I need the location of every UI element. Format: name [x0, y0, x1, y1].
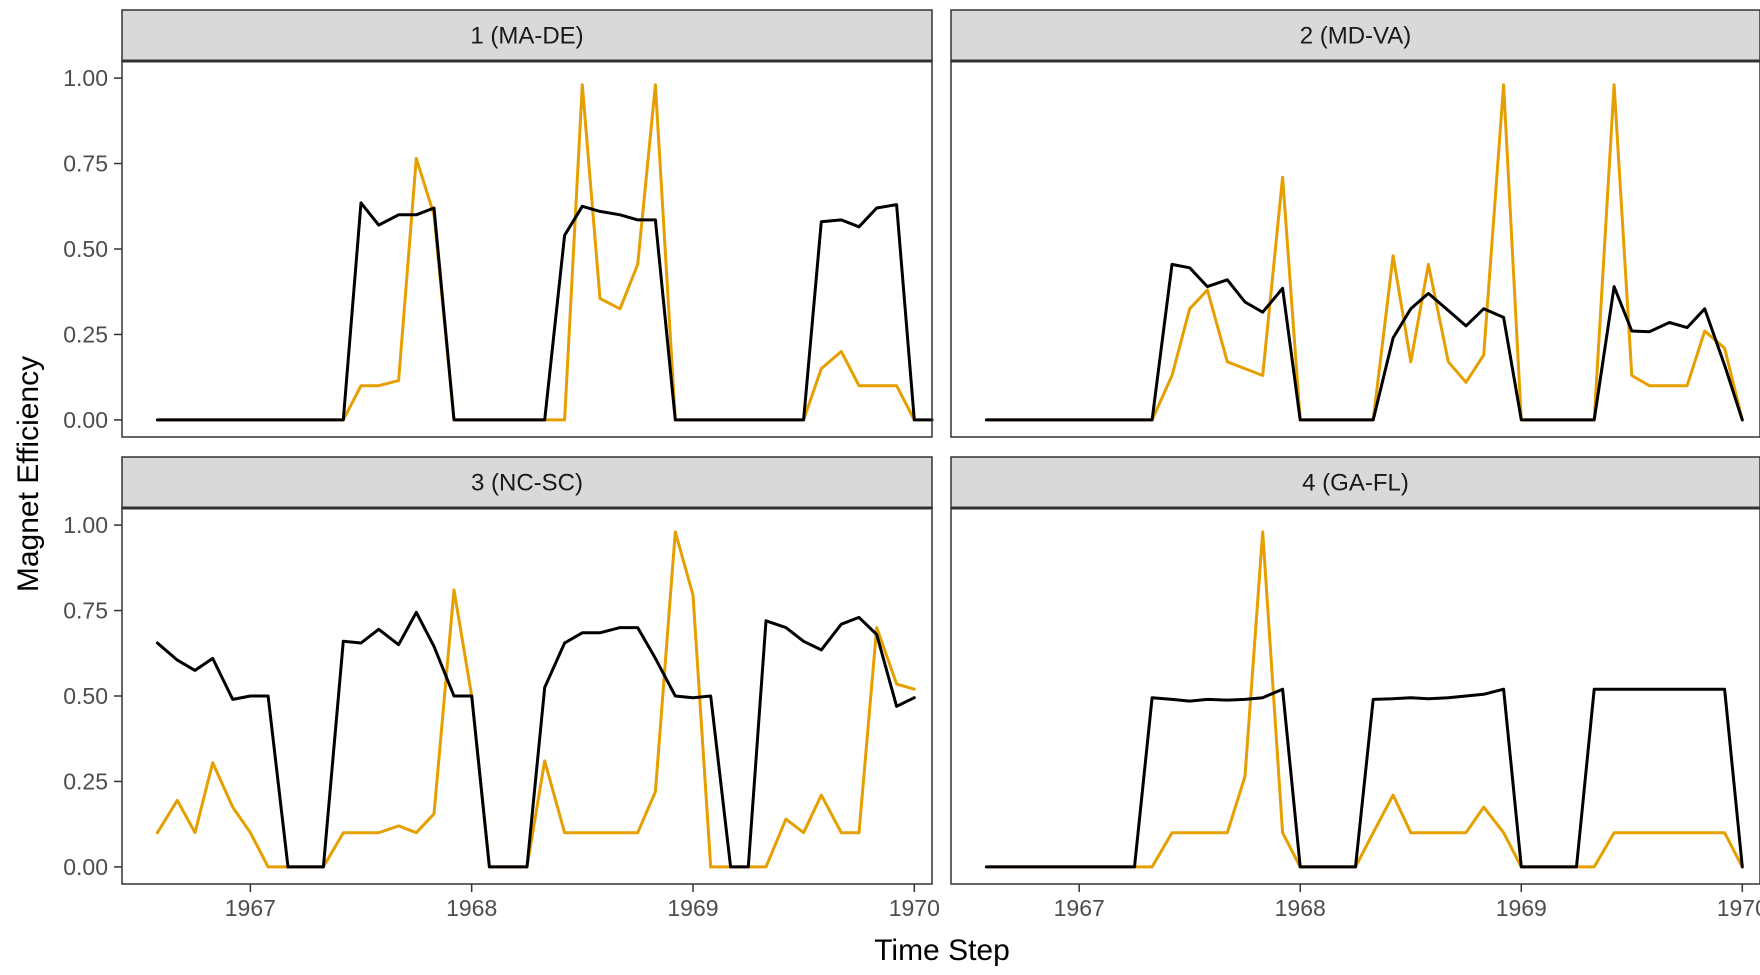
- series-line: [155, 201, 934, 422]
- x-tick-label: 1967: [1054, 895, 1105, 921]
- panel-border: [950, 507, 1760, 885]
- y-tick-label: 0.25: [63, 321, 108, 347]
- facet-strip: [121, 456, 933, 509]
- y-tick-label: 1.00: [63, 512, 108, 538]
- y-tick-label: 0.50: [63, 236, 108, 262]
- x-tick-label: 1969: [1496, 895, 1547, 921]
- y-tick-label: 0.75: [63, 151, 108, 177]
- facet-strip: [121, 9, 933, 62]
- y-tick-label: 0.50: [63, 683, 108, 709]
- y-tick-label: 0.00: [63, 854, 108, 880]
- panel-border: [950, 60, 1760, 438]
- x-tick-label: 1968: [1275, 895, 1326, 921]
- facet-strip-label: 4 (GA-FL): [1302, 470, 1409, 497]
- x-tick-label: 1967: [225, 895, 276, 921]
- series-line: [984, 687, 1744, 869]
- facet-panel: 3 (NC-SC) 0.00 0.25 0.50 0.75 1.00 1967 1968 196…: [63, 456, 940, 921]
- facet-panel: 2 (MD-VA): [950, 9, 1760, 438]
- series-line: [984, 83, 1744, 422]
- facet-strip: [950, 9, 1760, 62]
- y-tick-label: 1.00: [63, 65, 108, 91]
- panel-border: [121, 60, 933, 438]
- x-tick-label: 1969: [667, 895, 718, 921]
- y-tick-label: 0.25: [63, 768, 108, 794]
- series-line: [984, 262, 1744, 422]
- x-tick-label: 1970: [889, 895, 940, 921]
- series-line: [155, 610, 916, 869]
- x-tick-label: 1968: [446, 895, 497, 921]
- series-line: [984, 530, 1744, 869]
- y-tick-label: 0.00: [63, 407, 108, 433]
- facet-strip-label: 3 (NC-SC): [471, 470, 583, 497]
- facet-panel: 1 (MA-DE) 0.00 0.25 0.50 0.75 1.00: [63, 9, 934, 438]
- series-line: [155, 83, 916, 422]
- facet-strip-label: 1 (MA-DE): [470, 23, 583, 50]
- y-axis-title: Magnet Efficiency: [12, 356, 45, 592]
- panels-layer: 1 (MA-DE) 0.00 0.25 0.50 0.75 1.00 2 (MD-VA) 3 …: [63, 9, 1760, 921]
- x-axis-title: Time Step: [874, 934, 1010, 967]
- y-tick-label: 0.75: [63, 598, 108, 624]
- facet-strip-label: 2 (MD-VA): [1300, 23, 1412, 50]
- x-tick-label: 1970: [1717, 895, 1760, 921]
- series-line: [155, 530, 916, 869]
- facet-panel: 4 (GA-FL) 1967 1968 1969 1970: [950, 456, 1760, 921]
